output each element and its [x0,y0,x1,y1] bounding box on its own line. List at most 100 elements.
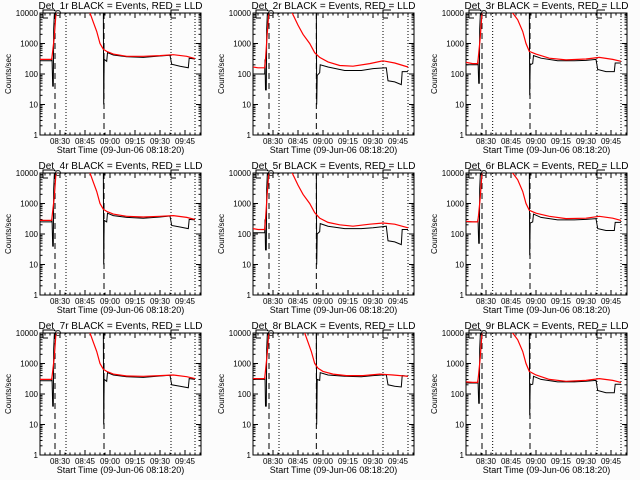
events-series-line [253,333,409,425]
y-tick-label: 10000 [229,169,252,178]
y-tick-label: 1 [460,131,465,140]
panel-title: Det_5r BLACK = Events, RED = LLD [252,161,416,172]
x-tick-label: 09:45 [175,297,196,306]
plot-frame [465,12,628,136]
y-tick-label: 10000 [442,169,465,178]
events-series-line [40,13,196,105]
x-tick-label: 09:00 [526,297,547,306]
y-tick-label: 10 [455,101,464,110]
plot-frame [465,172,628,296]
y-tick-label: 100 [451,230,465,239]
plot-frame [252,12,415,136]
detector-panel: Det_9r BLACK = Events, RED = LLD 1 10 100 10… [430,321,628,475]
y-tick-label: 1000 [20,40,38,49]
y-tick-label: 100 [238,390,252,399]
y-tick-label: 10 [242,261,251,270]
plot-area [253,173,409,295]
x-tick-label: 08:30 [476,297,497,306]
interval-bracket [468,9,481,19]
plot-area [40,333,196,455]
x-tick-label: 08:30 [476,457,497,466]
y-tick-label: 1 [34,451,39,460]
y-axis-label: Counts/sec [4,214,13,254]
y-tick-label: 100 [451,70,465,79]
plot-frame [39,12,202,136]
x-tick-label: 09:45 [175,137,196,146]
panel-title: Det_4r BLACK = Events, RED = LLD [39,161,203,172]
y-tick-label: 10000 [16,9,39,18]
x-tick-label: 08:45 [501,137,522,146]
x-tick-label: 08:30 [476,137,497,146]
y-tick-label: 10 [242,101,251,110]
x-tick-label: 08:45 [501,457,522,466]
plot-frame [252,172,415,296]
y-axis-label: Counts/sec [217,214,226,254]
plot-area [40,173,196,295]
x-tick-label: 09:30 [150,297,171,306]
y-tick-label: 1000 [233,360,251,369]
y-axis-label: Counts/sec [4,374,13,414]
y-tick-label: 10 [455,261,464,270]
x-axis-label: Start Time (09-Jun-06 08:18:20) [270,305,398,315]
x-tick-label: 08:30 [50,137,71,146]
lld-series-line [253,13,409,69]
interval-bracket [596,169,605,179]
x-tick-label: 09:15 [551,137,572,146]
x-tick-label: 09:45 [601,297,622,306]
detector-panel: Det_6r BLACK = Events, RED = LLD 1 10 100 10… [430,161,628,315]
y-tick-label: 1000 [446,200,464,209]
x-tick-label: 08:30 [263,137,284,146]
interval-marker-circle [268,330,274,336]
x-axis-label: Start Time (09-Jun-06 08:18:20) [57,145,185,155]
y-tick-label: 100 [238,70,252,79]
y-tick-label: 10 [29,261,38,270]
x-tick-label: 09:30 [150,457,171,466]
x-tick-label: 08:45 [288,137,309,146]
interval-marker-circle [481,330,487,336]
x-tick-label: 09:15 [551,297,572,306]
y-axis-label: Counts/sec [217,374,226,414]
lld-series-line [466,173,622,223]
plot-frame [39,332,202,456]
interval-bracket [596,9,605,19]
x-tick-label: 09:45 [601,457,622,466]
y-tick-label: 10000 [16,329,39,338]
y-tick-label: 1 [247,131,252,140]
y-tick-label: 1000 [233,200,251,209]
x-tick-label: 08:30 [50,297,71,306]
y-tick-label: 10000 [442,329,465,338]
x-tick-label: 09:15 [125,297,146,306]
detector-panel: Det_7r BLACK = Events, RED = LLD 1 10 100 10… [4,321,203,475]
x-tick-label: 09:00 [313,137,334,146]
panel-title: Det_3r BLACK = Events, RED = LLD [465,1,629,12]
lld-series-line [40,13,196,61]
interval-bracket [42,329,55,339]
y-tick-label: 100 [238,230,252,239]
panel-title: Det_7r BLACK = Events, RED = LLD [39,321,203,332]
detector-panel: Det_8r BLACK = Events, RED = LLD 1 10 100 10… [217,321,416,475]
plot-frame [39,172,202,296]
x-tick-label: 08:45 [75,297,96,306]
x-tick-label: 09:00 [526,457,547,466]
interval-marker-circle [55,330,61,336]
detector-panel: Det_5r BLACK = Events, RED = LLD 1 10 100 10… [217,161,416,315]
events-series-line [40,333,196,425]
events-series-line [40,173,196,265]
lld-series-line [466,13,622,65]
x-tick-label: 09:30 [150,137,171,146]
events-series-line [466,173,621,256]
interval-bracket [255,329,268,339]
y-tick-label: 1000 [446,360,464,369]
events-series-line [253,173,408,265]
x-tick-label: 08:45 [288,297,309,306]
x-axis-label: Start Time (09-Jun-06 08:18:20) [57,305,185,315]
x-tick-label: 08:45 [75,457,96,466]
events-series-line [466,13,621,96]
panel-title: Det_1r BLACK = Events, RED = LLD [39,1,203,12]
interval-bracket [468,329,481,339]
interval-bracket [42,169,55,179]
x-tick-label: 09:30 [576,297,597,306]
interval-marker-circle [55,10,61,16]
panel-title: Det_8r BLACK = Events, RED = LLD [252,321,416,332]
panel-title: Det_2r BLACK = Events, RED = LLD [252,1,416,12]
